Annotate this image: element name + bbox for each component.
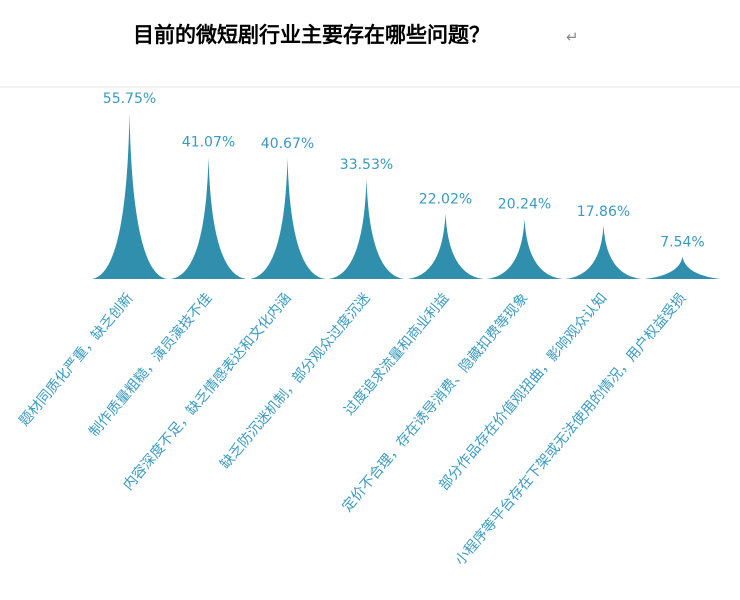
spike-bar bbox=[486, 218, 563, 279]
value-label: 17.86% bbox=[577, 204, 630, 220]
value-label: 40.67% bbox=[261, 136, 314, 152]
spike-bar bbox=[328, 179, 405, 279]
value-label: 55.75% bbox=[103, 91, 156, 107]
spike-bar bbox=[249, 157, 326, 279]
spike-bar bbox=[565, 225, 642, 279]
value-label: 7.54% bbox=[660, 235, 704, 251]
category-label: 缺乏防沉迷机制，部分观众过度沉迷 bbox=[217, 290, 373, 472]
category-label: 内容深度不足，缺乏情感表达和文化内涵 bbox=[120, 290, 295, 494]
spike-bar bbox=[170, 156, 247, 279]
spike-bar bbox=[407, 213, 484, 279]
category-label: 定价不合理，存在诱导消费、隐藏扣费等现象 bbox=[339, 290, 532, 515]
spike-bar bbox=[644, 256, 721, 279]
value-label: 33.53% bbox=[340, 157, 393, 173]
chart-title: 目前的微短剧行业主要存在哪些问题？ bbox=[133, 23, 490, 47]
value-label: 41.07% bbox=[182, 135, 235, 151]
category-label: 部分作品存在价值观扭曲，影响观众认知 bbox=[436, 290, 611, 494]
spike-bar bbox=[91, 113, 168, 279]
value-label: 20.24% bbox=[498, 197, 551, 213]
value-label: 22.02% bbox=[419, 191, 472, 207]
paragraph-mark: ↵ bbox=[566, 28, 579, 46]
